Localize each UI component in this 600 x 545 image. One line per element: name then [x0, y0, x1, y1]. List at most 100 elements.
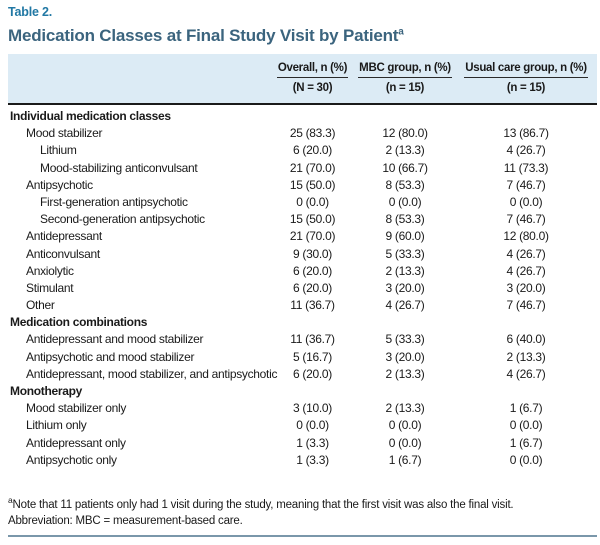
column-header-overall-label: Overall, n (%) [276, 60, 349, 78]
cell-value: 0 (0.0) [388, 418, 422, 433]
cell-value: 8 (53.3) [385, 212, 425, 227]
footnotes: aNote that 11 patients only had 1 visit … [8, 495, 597, 530]
cell-value: 0 (0.0) [296, 194, 329, 209]
section-title: Monotherapy [10, 384, 83, 398]
column-subheader-overall: (N = 30) [292, 82, 333, 94]
row-label: Antipsychotic and mood stabilizer [26, 349, 195, 364]
cell-value: 2 (13.3) [506, 349, 546, 364]
table-row: Anxiolytic 6 (20.0) 2 (13.3) 4 (26.7) [8, 263, 597, 280]
cell-value: 1 (3.3) [296, 452, 329, 467]
bottom-rule [8, 534, 597, 537]
column-header-mbc-label: MBC group, n (%) [358, 60, 452, 78]
cell-value: 0 (0.0) [509, 452, 543, 467]
cell-value: 21 (70.0) [289, 229, 336, 244]
column-header-usual-care-label: Usual care group, n (%) [464, 60, 588, 78]
footnote-note: aNote that 11 patients only had 1 visit … [8, 495, 597, 514]
cell-value: 9 (60.0) [385, 229, 425, 244]
cell-value: 6 (20.0) [293, 263, 332, 278]
section-header-row: Monotherapy [8, 383, 597, 400]
table-row: First-generation antipsychotic 0 (0.0) 0 (… [8, 194, 597, 211]
row-label: Mood-stabilizing anticonvulsant [40, 160, 198, 175]
row-label: Stimulant [26, 280, 74, 295]
cell-value: 0 (0.0) [296, 418, 329, 433]
row-label: Mood stabilizer [26, 126, 103, 141]
cell-value: 4 (26.7) [506, 263, 546, 278]
table-body: Individual medication classes Mood stabil… [8, 108, 597, 469]
row-label: Anticonvulsant [26, 246, 100, 261]
cell-value: 1 (6.7) [509, 401, 543, 416]
row-label: Second-generation antipsychotic [40, 212, 205, 227]
table-row: Anticonvulsant 9 (30.0) 5 (33.3) 4 (26.7) [8, 246, 597, 263]
table-row: Second-generation antipsychotic 15 (50.0)… [8, 211, 597, 228]
footnote-abbreviation: Abbreviation: MBC = measurement-based ca… [8, 513, 597, 530]
cell-value: 1 (6.7) [509, 435, 543, 450]
row-label: Mood stabilizer only [26, 401, 127, 416]
table-row: Antidepressant and mood stabilizer 11 (36… [8, 331, 597, 348]
table-row: Stimulant 6 (20.0) 3 (20.0) 3 (20.0) [8, 280, 597, 297]
page-title: Medication Classes at Final Study Visit … [8, 26, 597, 46]
cell-value: 3 (10.0) [293, 401, 332, 416]
column-subheader-usual-care: (n = 15) [506, 82, 546, 94]
cell-value: 4 (26.7) [385, 298, 425, 313]
cell-value: 2 (13.3) [385, 366, 425, 381]
header-spacer [8, 60, 270, 98]
footnote-note-text: Note that 11 patients only had 1 visit d… [12, 498, 514, 511]
table-row: Mood stabilizer only 3 (10.0) 2 (13.3) 1 (6… [8, 400, 597, 417]
table-number-label: Table 2. [8, 5, 53, 19]
table-row: Mood stabilizer 25 (83.3) 12 (80.0) 13 (86.… [8, 125, 597, 142]
cell-value: 12 (80.0) [503, 229, 549, 244]
cell-value: 2 (13.3) [385, 263, 425, 278]
cell-value: 0 (0.0) [509, 418, 543, 433]
row-label: Lithium only [26, 418, 87, 433]
table-row: Lithium only 0 (0.0) 0 (0.0) 0 (0.0) [8, 417, 597, 434]
cell-value: 8 (53.3) [385, 177, 425, 192]
cell-value: 10 (66.7) [382, 160, 428, 175]
cell-value: 3 (20.0) [506, 280, 546, 295]
column-header-mbc: MBC group, n (%) (n = 15) [355, 60, 455, 98]
column-header-overall: Overall, n (%) (N = 30) [270, 60, 355, 98]
row-label: Antidepressant and mood stabilizer [26, 332, 204, 347]
table-row: Mood-stabilizing anticonvulsant 21 (70.0)… [8, 160, 597, 177]
row-label: First-generation antipsychotic [40, 194, 188, 209]
header-band: Overall, n (%) (N = 30) MBC group, n (%)… [8, 54, 597, 105]
cell-value: 6 (40.0) [506, 332, 546, 347]
cell-value: 4 (26.7) [506, 143, 546, 158]
table-row: Antidepressant, mood stabilizer, and ant… [8, 366, 597, 383]
row-label: Anxiolytic [26, 263, 74, 278]
cell-value: 6 (20.0) [293, 280, 332, 295]
row-label: Antidepressant only [26, 435, 126, 450]
cell-value: 9 (30.0) [293, 246, 332, 261]
cell-value: 11 (36.7) [290, 332, 335, 347]
cell-value: 3 (20.0) [385, 349, 425, 364]
cell-value: 6 (20.0) [293, 366, 332, 381]
cell-value: 0 (0.0) [388, 435, 422, 450]
table-row: Lithium 6 (20.0) 2 (13.3) 4 (26.7) [8, 142, 597, 159]
section-header-row: Individual medication classes [8, 108, 597, 125]
cell-value: 4 (26.7) [506, 246, 546, 261]
table-row: Antipsychotic and mood stabilizer 5 (16.7… [8, 349, 597, 366]
column-header-usual-care: Usual care group, n (%) (n = 15) [455, 60, 597, 98]
row-label: Other [26, 298, 55, 313]
section-title: Medication combinations [10, 315, 148, 330]
row-label: Antipsychotic [26, 177, 93, 192]
cell-value: 3 (20.0) [385, 280, 425, 295]
table-row: Antipsychotic 15 (50.0) 8 (53.3) 7 (46.7) [8, 177, 597, 194]
footnote-marker: a [8, 495, 13, 506]
cell-value: 11 (36.7) [290, 298, 335, 313]
cell-value: 1 (6.7) [388, 452, 422, 467]
cell-value: 7 (46.7) [506, 177, 546, 192]
cell-value: 15 (50.0) [289, 212, 336, 227]
cell-value: 12 (80.0) [382, 126, 428, 141]
row-label: Lithium [40, 143, 77, 158]
row-label: Antidepressant [26, 229, 102, 244]
table-row: Antidepressant 21 (70.0) 9 (60.0) 12 (80.0) [8, 228, 597, 245]
cell-value: 7 (46.7) [506, 298, 546, 313]
cell-value: 5 (33.3) [385, 246, 425, 261]
cell-value: 13 (86.7) [503, 126, 549, 141]
table-row: Other 11 (36.7) 4 (26.7) 7 (46.7) [8, 297, 597, 314]
row-label: Antipsychotic only [26, 452, 117, 467]
title-superscript: a [398, 26, 404, 38]
section-title: Individual medication classes [10, 109, 171, 123]
cell-value: 5 (33.3) [385, 332, 425, 347]
